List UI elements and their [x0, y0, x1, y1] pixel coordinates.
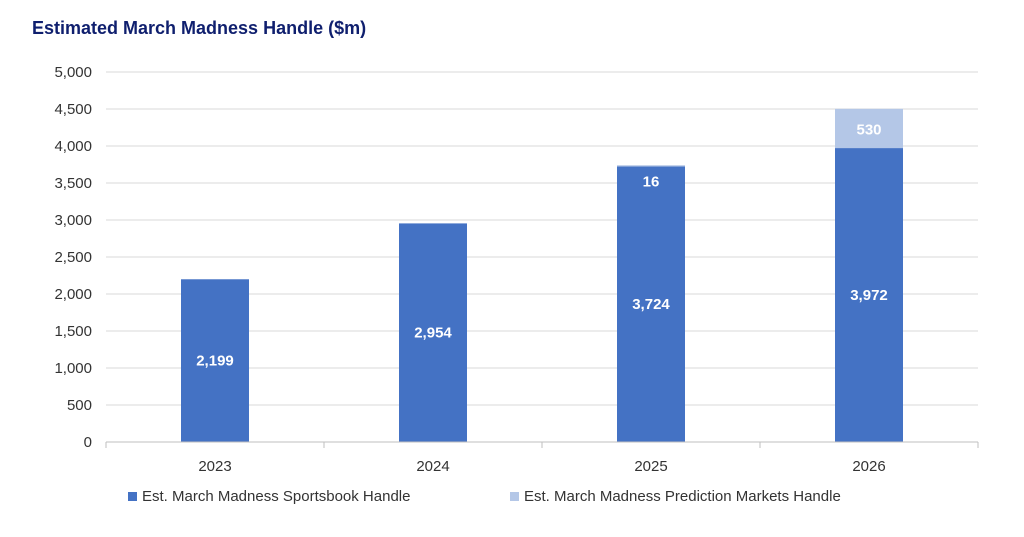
bar-sportsbook: [181, 279, 249, 442]
x-tick-label: 2026: [852, 458, 885, 475]
bar-prediction-markets: [617, 165, 685, 167]
y-tick-label: 3,000: [54, 212, 92, 229]
data-label-sportsbook: 3,972: [850, 287, 888, 304]
bar-layer: [181, 108, 903, 442]
label-layer: 2,199 2,954 3,724 16 3,972 530: [196, 121, 888, 369]
chart-title: Estimated March Madness Handle ($m): [32, 18, 367, 38]
bar-prediction-markets: [835, 108, 903, 149]
data-label-prediction-markets: 16: [643, 173, 660, 190]
legend: Est. March Madness Sportsbook Handle Est.…: [128, 488, 841, 505]
y-tick-label: 1,500: [54, 323, 92, 340]
bar-sportsbook: [617, 166, 685, 442]
x-tick-label: 2024: [416, 458, 449, 475]
y-tick-label: 4,000: [54, 138, 92, 155]
y-tick-label: 1,000: [54, 360, 92, 377]
y-tick-label: 3,500: [54, 175, 92, 192]
legend-label: Est. March Madness Sportsbook Handle: [142, 488, 410, 505]
y-tick-label: 4,500: [54, 101, 92, 118]
y-tick-label: 5,000: [54, 64, 92, 81]
axis-layer: 0 500 1,000 1,500 2,000 2,500 3,000 3,500 4,000 4…: [54, 64, 979, 475]
y-tick-label: 0: [84, 434, 92, 451]
bar-sportsbook: [835, 148, 903, 442]
x-tick-label: 2025: [634, 458, 667, 475]
x-tick-label: 2023: [198, 458, 231, 475]
data-label-sportsbook: 2,199: [196, 353, 234, 370]
data-label-sportsbook: 2,954: [414, 325, 452, 342]
legend-label: Est. March Madness Prediction Markets Ha…: [524, 488, 841, 505]
y-tick-label: 500: [67, 397, 92, 414]
legend-swatch: [510, 492, 519, 501]
y-tick-label: 2,000: [54, 286, 92, 303]
data-label-prediction-markets: 530: [856, 121, 881, 138]
data-label-sportsbook: 3,724: [632, 296, 670, 313]
y-tick-label: 2,500: [54, 249, 92, 266]
legend-swatch: [128, 492, 137, 501]
grid-layer: [106, 71, 978, 406]
bar-sportsbook: [399, 223, 467, 442]
